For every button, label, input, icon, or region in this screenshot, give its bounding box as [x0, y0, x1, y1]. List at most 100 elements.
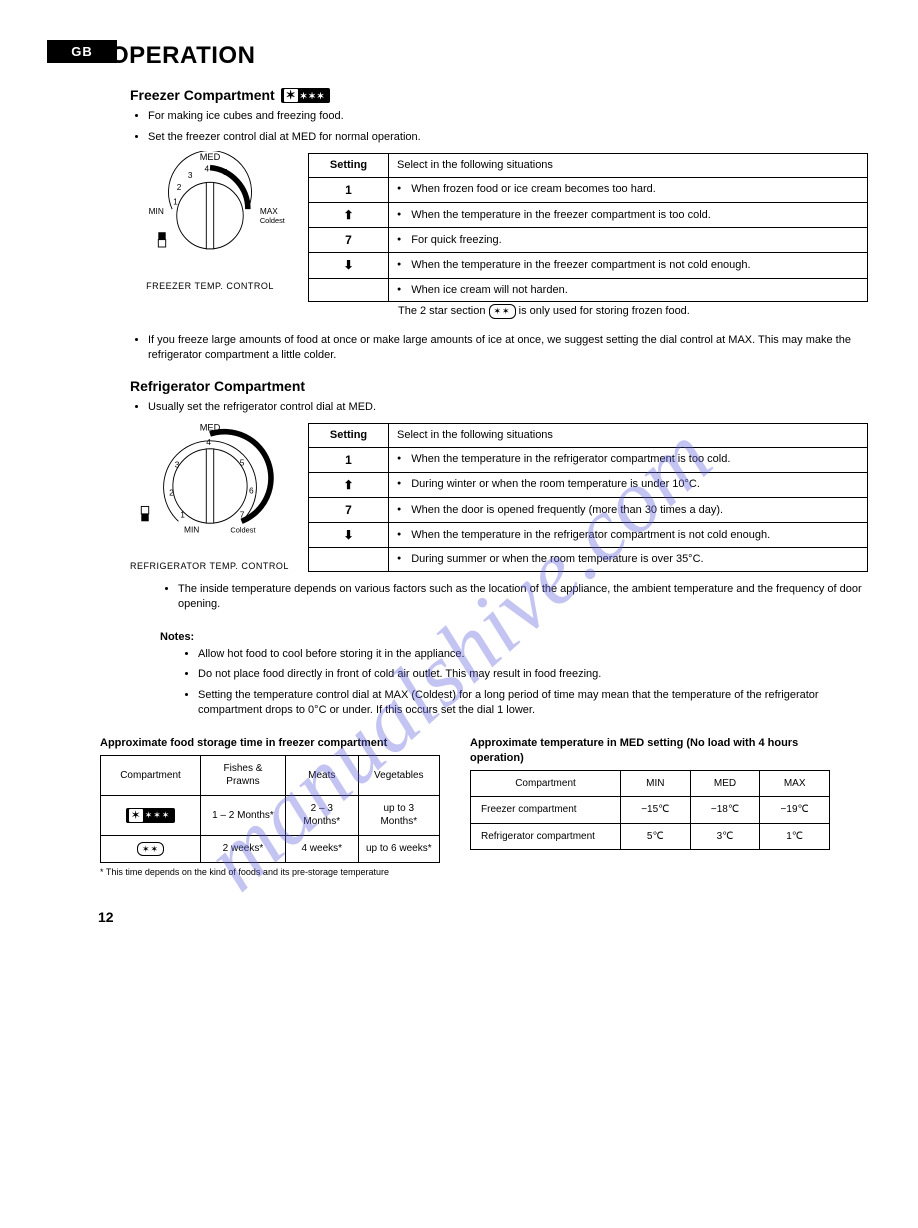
- setting-cell: [309, 278, 389, 302]
- svg-text:1: 1: [180, 509, 185, 519]
- col: Meats: [285, 755, 358, 795]
- col: Compartment: [471, 770, 621, 797]
- fridge-dial-caption: REFRIGERATOR TEMP. CONTROL: [130, 560, 290, 572]
- list-item: Allow hot food to cool before storing it…: [198, 647, 868, 662]
- storage-title: Approximate food storage time in freezer…: [100, 736, 440, 751]
- col: MIN: [621, 770, 691, 797]
- setting-cell: 7: [309, 497, 389, 522]
- svg-text:6: 6: [238, 180, 243, 190]
- fridge-bullets: Usually set the refrigerator control dia…: [130, 400, 868, 415]
- svg-text:2: 2: [177, 182, 182, 192]
- fridge-after-bullet: The inside temperature depends on variou…: [160, 582, 868, 612]
- table-cell: 5℃: [621, 823, 691, 850]
- freezer-heading-text: Freezer Compartment: [130, 86, 275, 105]
- svg-text:MED: MED: [200, 152, 221, 162]
- table-cell: −19℃: [760, 797, 830, 824]
- situation-cell: When frozen food or ice cream becomes to…: [389, 177, 868, 202]
- setting-cell: ⬆: [309, 203, 389, 228]
- two-star-icon: ✶✶: [489, 304, 516, 318]
- situation-cell: During winter or when the room temperatu…: [389, 472, 868, 497]
- arrow-down-icon: ⬇: [343, 528, 353, 542]
- table-cell: ✶✶: [101, 835, 201, 862]
- table-cell: 1℃: [760, 823, 830, 850]
- storage-footnote: * This time depends on the kind of foods…: [100, 866, 440, 878]
- setting-cell: ⬆: [309, 472, 389, 497]
- arrow-down-icon: ⬇: [343, 258, 353, 272]
- svg-text:3: 3: [188, 170, 193, 180]
- table-cell: up to 3 Months*: [358, 795, 439, 835]
- four-star-icon: ✶✶✶✶: [281, 88, 331, 103]
- situation-cell: During summer or when the room temperatu…: [389, 548, 868, 572]
- table-cell: −18℃: [690, 797, 760, 824]
- setting-cell: 1: [309, 447, 389, 472]
- table-cell: 2 – 3 Months*: [285, 795, 358, 835]
- list-item: Set the freezer control dial at MED for …: [148, 130, 868, 145]
- bottom-tables: Approximate food storage time in freezer…: [100, 736, 868, 878]
- storage-table-block: Approximate food storage time in freezer…: [100, 736, 440, 878]
- svg-text:6: 6: [249, 485, 254, 495]
- svg-text:2: 2: [169, 487, 174, 497]
- list-item: If you freeze large amounts of food at o…: [148, 333, 868, 363]
- col: MAX: [760, 770, 830, 797]
- col: Fishes & Prawns: [201, 755, 286, 795]
- fridge-dial-icon: MED 1 2 3 4 5 6 7 MIN Coldest: [130, 421, 290, 551]
- table-cell: up to 6 weeks*: [358, 835, 439, 862]
- setting-cell: 1: [309, 177, 389, 202]
- col-setting: Setting: [309, 423, 389, 447]
- svg-text:5: 5: [223, 167, 228, 177]
- situation-cell: When the temperature in the refrigerator…: [389, 523, 868, 548]
- freezer-after-bullet: If you freeze large amounts of food at o…: [130, 333, 868, 363]
- svg-text:1: 1: [173, 197, 178, 207]
- temp-table: Compartment MIN MED MAX Freezer compartm…: [470, 770, 830, 851]
- table-cell: Refrigerator compartment: [471, 823, 621, 850]
- table-cell: 4 weeks*: [285, 835, 358, 862]
- freezer-table-wrap: Setting Select in the following situatio…: [308, 151, 868, 327]
- situation-cell: When the temperature in the refrigerator…: [389, 447, 868, 472]
- freezer-heading: Freezer Compartment ✶✶✶✶: [130, 86, 868, 105]
- col-situation: Select in the following situations: [389, 423, 868, 447]
- col: MED: [690, 770, 760, 797]
- temp-title: Approximate temperature in MED setting (…: [470, 736, 830, 766]
- table-cell: Freezer compartment: [471, 797, 621, 824]
- situation-cell: For quick freezing.: [389, 228, 868, 253]
- temp-table-block: Approximate temperature in MED setting (…: [470, 736, 830, 850]
- language-tab: GB: [47, 40, 117, 63]
- situation-cell: When the temperature in the freezer comp…: [389, 253, 868, 278]
- freezer-settings-table: Setting Select in the following situatio…: [308, 153, 868, 302]
- list-item: Do not place food directly in front of c…: [198, 667, 868, 682]
- arrow-up-icon: ⬆: [343, 208, 353, 222]
- fridge-dial: MED 1 2 3 4 5 6 7 MIN Coldest: [130, 421, 290, 572]
- list-item: The inside temperature depends on variou…: [178, 582, 868, 612]
- freezer-dial-icon: MED MIN MAX Coldest 1 2 3 4 5 6 7: [130, 151, 290, 271]
- col: Vegetables: [358, 755, 439, 795]
- storage-table: Compartment Fishes & Prawns Meats Vegeta…: [100, 755, 440, 863]
- arrow-up-icon: ⬆: [343, 478, 353, 492]
- page-number: 12: [98, 908, 868, 927]
- notes-list: Allow hot food to cool before storing it…: [180, 647, 868, 718]
- list-item: Setting the temperature control dial at …: [198, 688, 868, 718]
- freezer-dial-caption: FREEZER TEMP. CONTROL: [130, 280, 290, 292]
- svg-text:Coldest: Coldest: [260, 216, 285, 225]
- svg-text:MIN: MIN: [184, 524, 199, 534]
- svg-text:5: 5: [240, 457, 245, 467]
- table-cell: 3℃: [690, 823, 760, 850]
- situation-cell: When ice cream will not harden.: [389, 278, 868, 302]
- notes-heading: Notes:: [160, 630, 868, 645]
- setting-cell: 7: [309, 228, 389, 253]
- table-cell: 2 weeks*: [201, 835, 286, 862]
- svg-text:4: 4: [204, 163, 209, 173]
- list-item: For making ice cubes and freezing food.: [148, 109, 868, 124]
- fridge-settings-table: Setting Select in the following situatio…: [308, 423, 868, 572]
- two-star-icon: ✶✶: [137, 842, 164, 856]
- fridge-heading: Refrigerator Compartment: [130, 377, 868, 396]
- list-item: Usually set the refrigerator control dia…: [148, 400, 868, 415]
- svg-text:7: 7: [240, 509, 245, 519]
- col: Compartment: [101, 755, 201, 795]
- svg-text:7: 7: [245, 197, 250, 207]
- table-cell: 1 – 2 Months*: [201, 795, 286, 835]
- svg-text:MIN: MIN: [149, 206, 164, 216]
- svg-text:3: 3: [175, 459, 180, 469]
- svg-text:4: 4: [206, 437, 211, 447]
- freezer-dial: MED MIN MAX Coldest 1 2 3 4 5 6 7: [130, 151, 290, 292]
- situation-cell: When the temperature in the freezer comp…: [389, 203, 868, 228]
